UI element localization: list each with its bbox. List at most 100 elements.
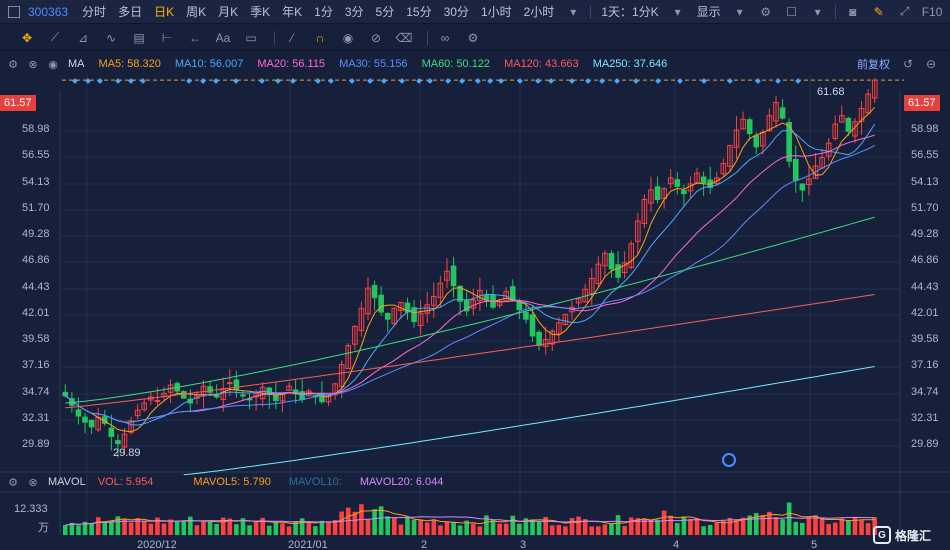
display-menu[interactable]: 显示 [696,5,721,19]
period-tab-1[interactable]: 多日 [118,5,143,19]
period-tab-12[interactable]: 1小时 [480,5,512,19]
eraser-icon[interactable]: ⁄ [290,30,293,45]
volume-bar [148,523,154,535]
period-tab-4[interactable]: 月K [218,5,239,19]
channel-tool-icon[interactable]: ▤ [133,30,145,45]
candle-body [799,183,806,191]
candle-body [437,282,444,298]
candle-body [115,440,121,445]
volume-bar [418,519,423,535]
magnet-icon[interactable]: ∩ [315,30,325,45]
event-marker [97,78,103,84]
period-tab-9[interactable]: 5分 [375,5,395,19]
period-tab-11[interactable]: 30分 [443,5,469,19]
candle-body [207,386,213,393]
close-icon[interactable]: ⊗ [28,476,38,489]
vol-value: MAVOL5: 5.790 [193,476,271,488]
candle-body [134,409,141,417]
volume-bar [753,513,759,535]
candle-body [378,294,384,313]
event-marker [128,78,134,84]
event-marker [498,78,504,84]
line-tool-icon[interactable]: ⟋ [50,30,60,44]
pen-icon[interactable]: ✎ [873,4,884,19]
wave-tool-icon[interactable]: ∿ [105,30,117,45]
volume-bar [207,521,213,535]
period-tab-0[interactable]: 分时 [82,5,107,19]
volume-bar [674,523,680,535]
candle-body [365,287,371,315]
chevron-down-icon[interactable]: ▾ [814,4,821,19]
volume-bar [549,525,555,535]
volume-bar [582,519,588,535]
adjust-select[interactable]: 前复权 [857,59,890,71]
measure-tool-icon[interactable]: ⊢ [161,30,173,45]
period-tab-8[interactable]: 3分 [344,5,364,19]
checkbox-icon[interactable]: ☐ [786,4,798,19]
trash-icon[interactable]: ⌫ [395,30,413,45]
period-tab-6[interactable]: 年K [282,5,303,19]
candle-body [713,177,720,185]
volume-bar [299,518,305,535]
fullscreen-icon[interactable]: ⤢ [899,4,910,18]
chevron-down-icon[interactable]: ▾ [736,4,743,19]
minus-icon[interactable]: ⊖ [926,57,937,71]
event-marker [367,78,373,84]
volume-bar [319,520,325,535]
divider [427,30,428,45]
arrow-tool-icon[interactable]: ← [189,30,201,45]
chevron-down-icon[interactable]: ▾ [570,4,577,19]
indicator-name: MA [68,58,85,70]
close-icon[interactable]: ⊗ [28,58,38,71]
ma-value: MA60: 50.122 [421,58,491,70]
ma-value: MA30: 55.156 [339,58,408,70]
sidebar-toggle-icon[interactable] [8,5,20,18]
gear-icon[interactable]: ⚙ [467,30,479,45]
f10-button[interactable]: F10 [921,4,943,19]
volume-legend: ⚙ ⊗ MAVOL VOL: 5.954 MAVOL5: 5.790 MAVOL… [0,474,900,490]
vol-value: VOL: 5.954 [97,476,154,488]
range-select[interactable]: 1天：1分K [601,5,659,19]
candle-body [825,142,832,157]
comment-icon[interactable]: ▭ [245,30,257,45]
volume-bar [523,518,529,535]
event-marker [599,78,605,84]
eye-icon[interactable]: ◉ [342,30,354,45]
candle-body [424,304,431,314]
volume-bar [609,523,614,535]
eye-icon[interactable]: ◉ [48,58,58,71]
hide-icon[interactable]: ⊘ [370,30,382,45]
period-tab-7[interactable]: 1分 [314,5,333,19]
period-tab-2[interactable]: 日K [154,5,175,19]
period-tab-3[interactable]: 周K [186,5,207,19]
volume-bar [95,517,101,535]
crosshair-move-icon[interactable]: ✥ [21,30,33,45]
volume-bar [201,520,206,535]
candle-body [358,307,365,332]
link-icon[interactable]: ∞ [440,30,450,45]
camera-icon[interactable]: ◙ [849,4,857,19]
volume-bar [846,520,851,535]
undo-icon[interactable]: ↺ [903,57,914,71]
period-tab-13[interactable]: 2小时 [523,5,555,19]
ma-line-30 [65,144,875,423]
candle-body [602,252,608,267]
gear-icon[interactable]: ⚙ [760,4,772,19]
candle-body [556,322,562,335]
text-tool[interactable]: Aa [215,30,231,45]
ray-tool-icon[interactable]: ⊿ [77,30,89,45]
volume-bar [286,526,292,535]
volume-bar [411,519,417,535]
chevron-down-icon[interactable]: ▾ [674,4,681,19]
gear-icon[interactable]: ⚙ [8,476,18,489]
vol-value: MAVOL10: [288,476,342,488]
period-tab-5[interactable]: 季K [250,5,271,19]
volume-bar [852,517,858,535]
stock-code[interactable]: 300363 [28,4,69,19]
volume-bar [82,521,88,535]
period-tab-10[interactable]: 15分 [406,5,432,19]
x-tick: 3 [520,539,527,550]
volume-unit-label: 万 [38,522,49,534]
gear-icon[interactable]: ⚙ [8,58,18,71]
